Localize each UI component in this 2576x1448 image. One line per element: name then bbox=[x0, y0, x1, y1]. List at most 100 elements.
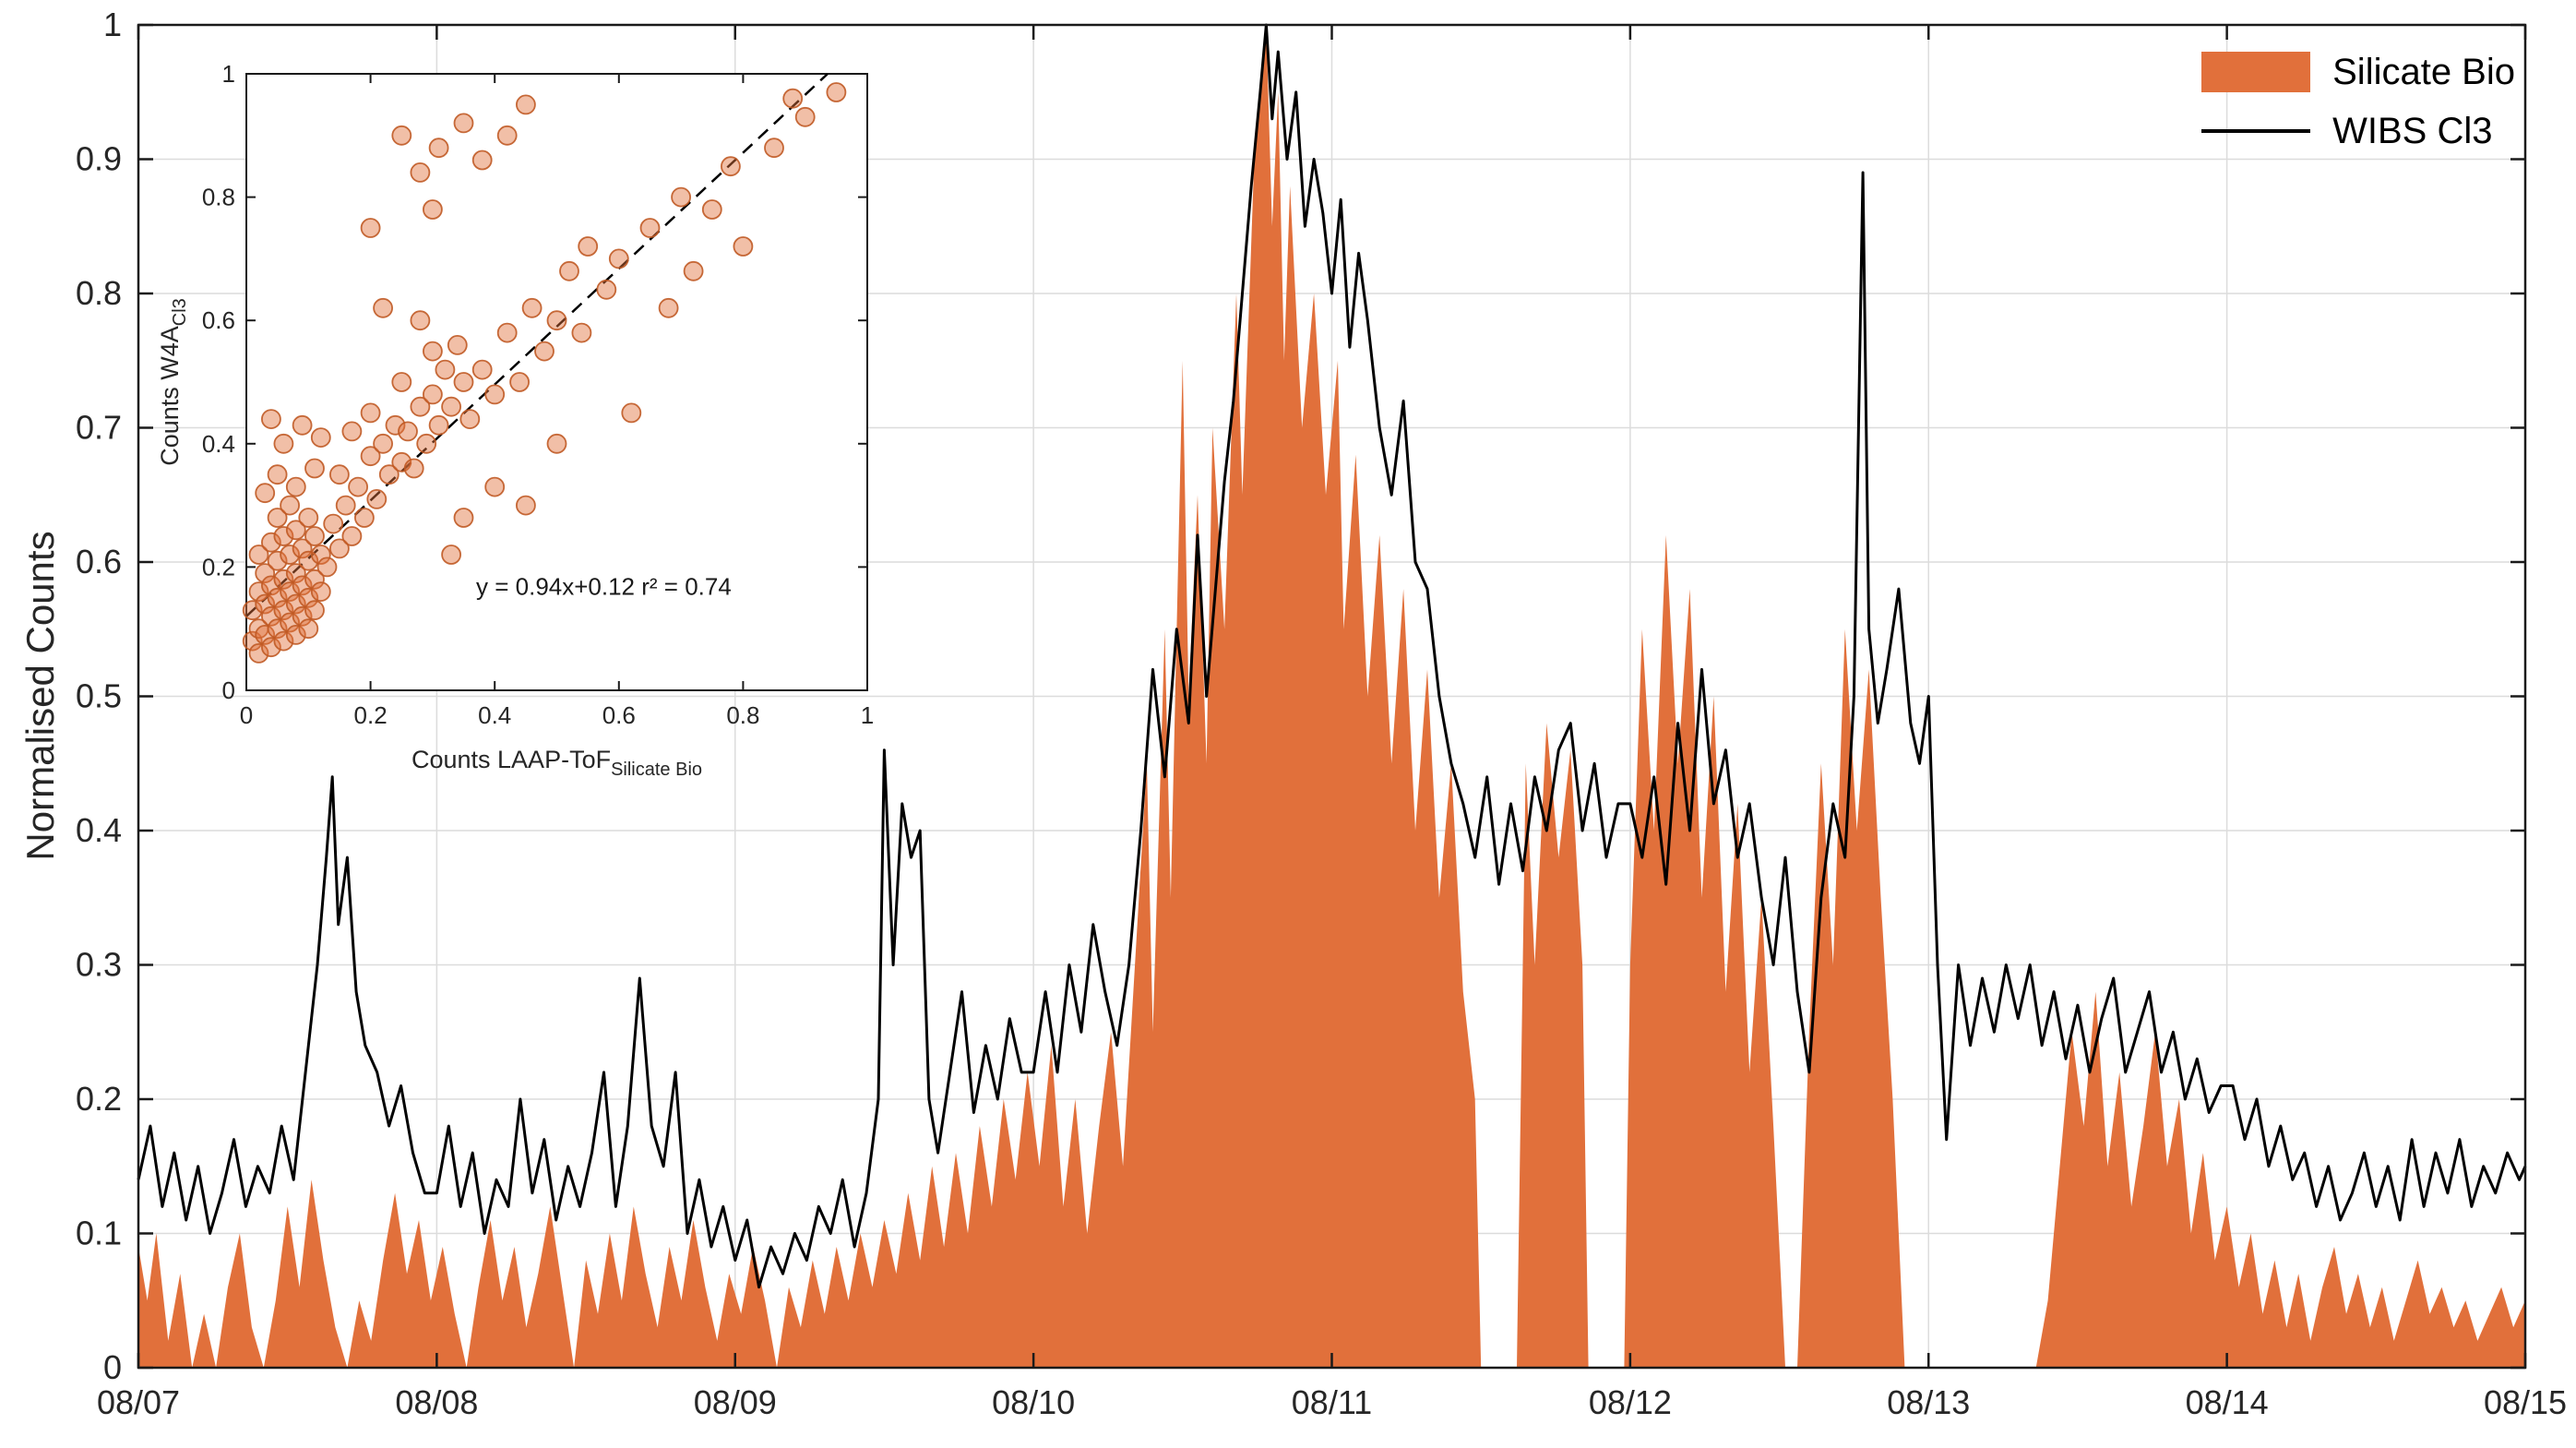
scatter-point bbox=[428, 414, 449, 436]
scatter-point bbox=[453, 372, 474, 392]
silicate-bio-area bbox=[138, 25, 2525, 1368]
scatter-point bbox=[292, 414, 313, 436]
scatter-point bbox=[328, 538, 350, 559]
inset-y-tick-label: 1 bbox=[222, 60, 235, 88]
scatter-point bbox=[398, 421, 418, 442]
inset-x-label: Counts LAAP-ToFSilicate Bio bbox=[411, 746, 702, 780]
scatter-point bbox=[292, 605, 313, 627]
scatter-point bbox=[298, 618, 319, 640]
scatter-point bbox=[285, 625, 306, 645]
scatter-point bbox=[360, 446, 381, 467]
y-tick-label: 0.1 bbox=[76, 1215, 122, 1252]
scatter-point bbox=[596, 279, 617, 300]
legend-item-silicate-bio: Silicate Bio bbox=[2201, 52, 2515, 92]
scatter-point bbox=[285, 520, 306, 541]
scatter-point bbox=[683, 260, 704, 281]
y-tick-label: 0.7 bbox=[76, 409, 122, 447]
x-tick-label: 08/12 bbox=[1589, 1383, 1672, 1421]
scatter-point bbox=[280, 612, 301, 633]
scatter-point bbox=[260, 575, 281, 596]
scatter-point bbox=[267, 464, 288, 485]
inset-y-tick-label: 0 bbox=[222, 676, 235, 704]
inset-y-tick-label: 0.8 bbox=[202, 184, 235, 211]
scatter-point bbox=[341, 526, 363, 546]
x-tick-label: 08/15 bbox=[2484, 1383, 2567, 1421]
scatter-point bbox=[571, 322, 592, 343]
scatter-point bbox=[316, 556, 338, 578]
scatter-point bbox=[310, 427, 331, 449]
inset-x-tick-label: 0.4 bbox=[478, 701, 511, 729]
scatter-point bbox=[639, 218, 661, 238]
scatter-point bbox=[441, 396, 462, 417]
scatter-point bbox=[578, 236, 599, 257]
scatter-point bbox=[255, 625, 276, 645]
inset-annotation: y = 0.94x+0.12 r² = 0.74 bbox=[476, 573, 732, 601]
scatter-point bbox=[447, 334, 468, 355]
scatter-point bbox=[733, 236, 754, 257]
inset-x-tick-label: 0 bbox=[240, 701, 253, 729]
scatter-point bbox=[273, 568, 294, 590]
fit-line bbox=[245, 73, 829, 617]
scatter-point bbox=[323, 513, 344, 534]
scatter-point bbox=[826, 82, 847, 102]
legend-label-wibs-cl3: WIBS Cl3 bbox=[2332, 111, 2493, 151]
scatter-point bbox=[341, 421, 363, 442]
scatter-point bbox=[285, 476, 306, 497]
scatter-point bbox=[298, 587, 319, 608]
scatter-point bbox=[559, 260, 579, 281]
scatter-point bbox=[471, 359, 493, 380]
scatter-point bbox=[484, 384, 506, 405]
legend: Silicate Bio WIBS Cl3 bbox=[2201, 52, 2515, 150]
x-tick-label: 08/11 bbox=[1292, 1383, 1372, 1421]
scatter-point bbox=[260, 637, 281, 658]
scatter-point bbox=[496, 125, 518, 146]
scatter-point bbox=[292, 575, 313, 596]
scatter-point bbox=[721, 156, 741, 177]
scatter-point bbox=[248, 544, 269, 565]
scatter-point bbox=[304, 526, 325, 546]
y-tick-label: 1 bbox=[103, 6, 122, 43]
scatter-point bbox=[658, 297, 679, 318]
scatter-point bbox=[285, 593, 306, 615]
scatter-point bbox=[280, 495, 301, 516]
scatter-point bbox=[410, 310, 431, 331]
scatter-point bbox=[546, 310, 567, 331]
inset-x-tick-label: 0.2 bbox=[354, 701, 388, 729]
scatter-point bbox=[385, 414, 406, 436]
scatter-point bbox=[260, 532, 281, 553]
inset-y-tick-label: 0.2 bbox=[202, 553, 235, 580]
scatter-point bbox=[255, 593, 276, 615]
scatter-point bbox=[794, 106, 816, 127]
scatter-point bbox=[782, 88, 804, 109]
scatter-point bbox=[292, 538, 313, 559]
inset-x-tick-label: 1 bbox=[861, 701, 874, 729]
scatter-point bbox=[416, 433, 437, 454]
y-tick-label: 0.5 bbox=[76, 677, 122, 715]
scatter-point bbox=[516, 94, 536, 115]
scatter-point bbox=[521, 297, 543, 318]
inset-x-tick-label: 0.8 bbox=[726, 701, 759, 729]
scatter-point bbox=[242, 630, 263, 652]
scatter-point bbox=[273, 526, 294, 546]
scatter-point bbox=[267, 508, 288, 528]
legend-label-silicate-bio: Silicate Bio bbox=[2332, 52, 2515, 92]
scatter-point bbox=[764, 138, 784, 159]
scatter-point bbox=[391, 372, 412, 392]
inset-y-label: Counts W4ACl3 bbox=[156, 298, 190, 466]
y-tick-label: 0.3 bbox=[76, 946, 122, 984]
scatter-point bbox=[255, 483, 276, 504]
y-axis-label: Normalised Counts bbox=[18, 531, 62, 861]
x-tick-label: 08/10 bbox=[992, 1383, 1075, 1421]
scatter-point bbox=[285, 563, 306, 583]
scatter-point bbox=[441, 544, 462, 565]
y-tick-label: 0.9 bbox=[76, 140, 122, 178]
scatter-point bbox=[360, 218, 381, 238]
scatter-point bbox=[328, 464, 350, 485]
scatter-point bbox=[410, 162, 431, 183]
x-tick-label: 08/09 bbox=[694, 1383, 777, 1421]
scatter-point bbox=[335, 495, 356, 516]
scatter-point bbox=[360, 402, 381, 424]
scatter-point bbox=[378, 464, 400, 485]
y-tick-label: 0.2 bbox=[76, 1080, 122, 1118]
